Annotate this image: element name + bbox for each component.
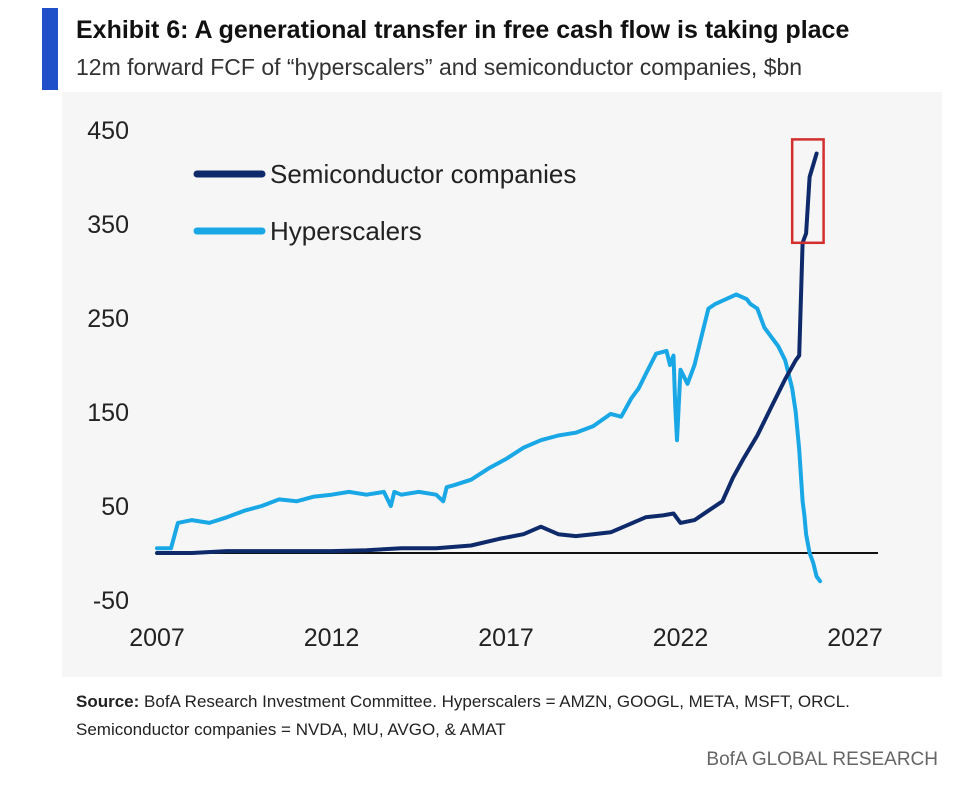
chart-subtitle: 12m forward FCF of “hyperscalers” and se…: [76, 54, 803, 80]
y-tick-label: 350: [87, 211, 129, 239]
series-line-semiconductor-companies: [155, 151, 819, 555]
source-note: Source: BofA Research Investment Committ…: [76, 688, 956, 744]
source-label: Source:: [76, 692, 140, 711]
x-axis-ticks: 2007 2012 2017 2022 2027: [129, 624, 883, 652]
highlight-box: [790, 138, 825, 245]
legend-label-semiconductor-companies: Semiconductor companies: [270, 159, 576, 189]
y-tick-label: 50: [101, 493, 129, 521]
x-tick-label: 2012: [304, 624, 360, 652]
brand-label: BofA GLOBAL RESEARCH: [706, 749, 938, 770]
y-tick-label: 150: [87, 399, 129, 427]
x-tick-label: 2022: [653, 624, 709, 652]
y-tick-label: -50: [93, 587, 129, 615]
x-tick-label: 2017: [478, 624, 534, 652]
legend-label-hyperscalers: Hyperscalers: [270, 216, 422, 246]
y-tick-label: 250: [87, 305, 129, 333]
y-axis-ticks: 450 350 250 150 50 -50: [87, 117, 129, 615]
accent-bar: [42, 8, 58, 90]
x-tick-label: 2027: [827, 624, 883, 652]
source-text-2: Semiconductor companies = NVDA, MU, AVGO…: [76, 720, 506, 739]
series-lines: [155, 151, 823, 584]
y-tick-label: 450: [87, 117, 129, 145]
plot-background: [62, 92, 942, 677]
series-line-hyperscalers: [155, 292, 823, 584]
legend: Semiconductor companies Hyperscalers: [193, 159, 576, 246]
source-text: BofA Research Investment Committee. Hype…: [144, 692, 850, 711]
x-tick-label: 2007: [129, 624, 185, 652]
chart-title: Exhibit 6: A generational transfer in fr…: [76, 16, 850, 44]
